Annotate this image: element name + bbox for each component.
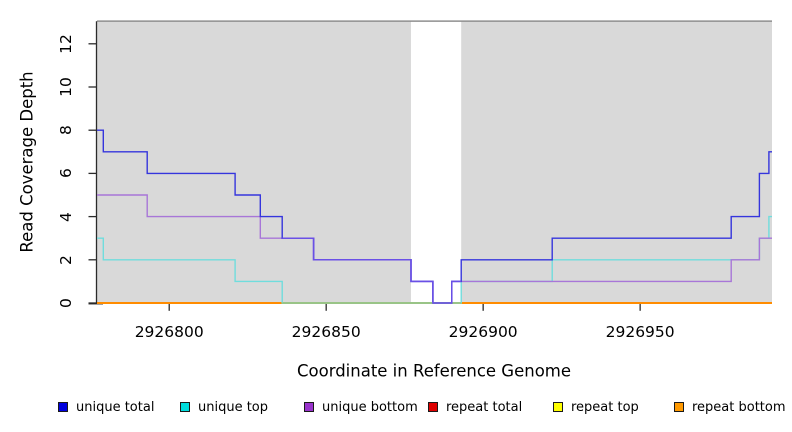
legend-item-unique-top: unique top: [180, 398, 268, 416]
legend-swatch-icon: [674, 402, 684, 412]
legend-item-repeat-total: repeat total: [428, 398, 522, 416]
legend-label: repeat top: [571, 399, 639, 415]
uncovered-region-band: [410, 21, 462, 304]
legend-swatch-icon: [58, 402, 68, 412]
legend-item-repeat-top: repeat top: [553, 398, 639, 416]
overlap-blend-segment-1: [282, 237, 462, 304]
legend-swatch-icon: [304, 402, 314, 412]
legend-label: repeat total: [446, 399, 523, 415]
legend-swatch-icon: [553, 402, 563, 412]
legend-label: unique total: [76, 399, 155, 415]
legend-label: unique top: [198, 399, 269, 415]
x-tick-label: 2926950: [605, 323, 675, 341]
legend-item-unique-total: unique total: [58, 398, 154, 416]
x-tick-label: 2926900: [448, 323, 518, 341]
legend-label: unique bottom: [322, 399, 418, 415]
legend-swatch-icon: [428, 402, 438, 412]
legend-item-unique-bottom: unique bottom: [304, 398, 418, 416]
legend-label: repeat bottom: [692, 399, 786, 415]
legend-swatch-icon: [180, 402, 190, 412]
x-tick-label: 2926850: [291, 323, 361, 341]
x-tick-label: 2926800: [134, 323, 204, 341]
legend-item-repeat-bottom: repeat bottom: [674, 398, 786, 416]
x-axis-title: Coordinate in Reference Genome: [296, 361, 572, 381]
